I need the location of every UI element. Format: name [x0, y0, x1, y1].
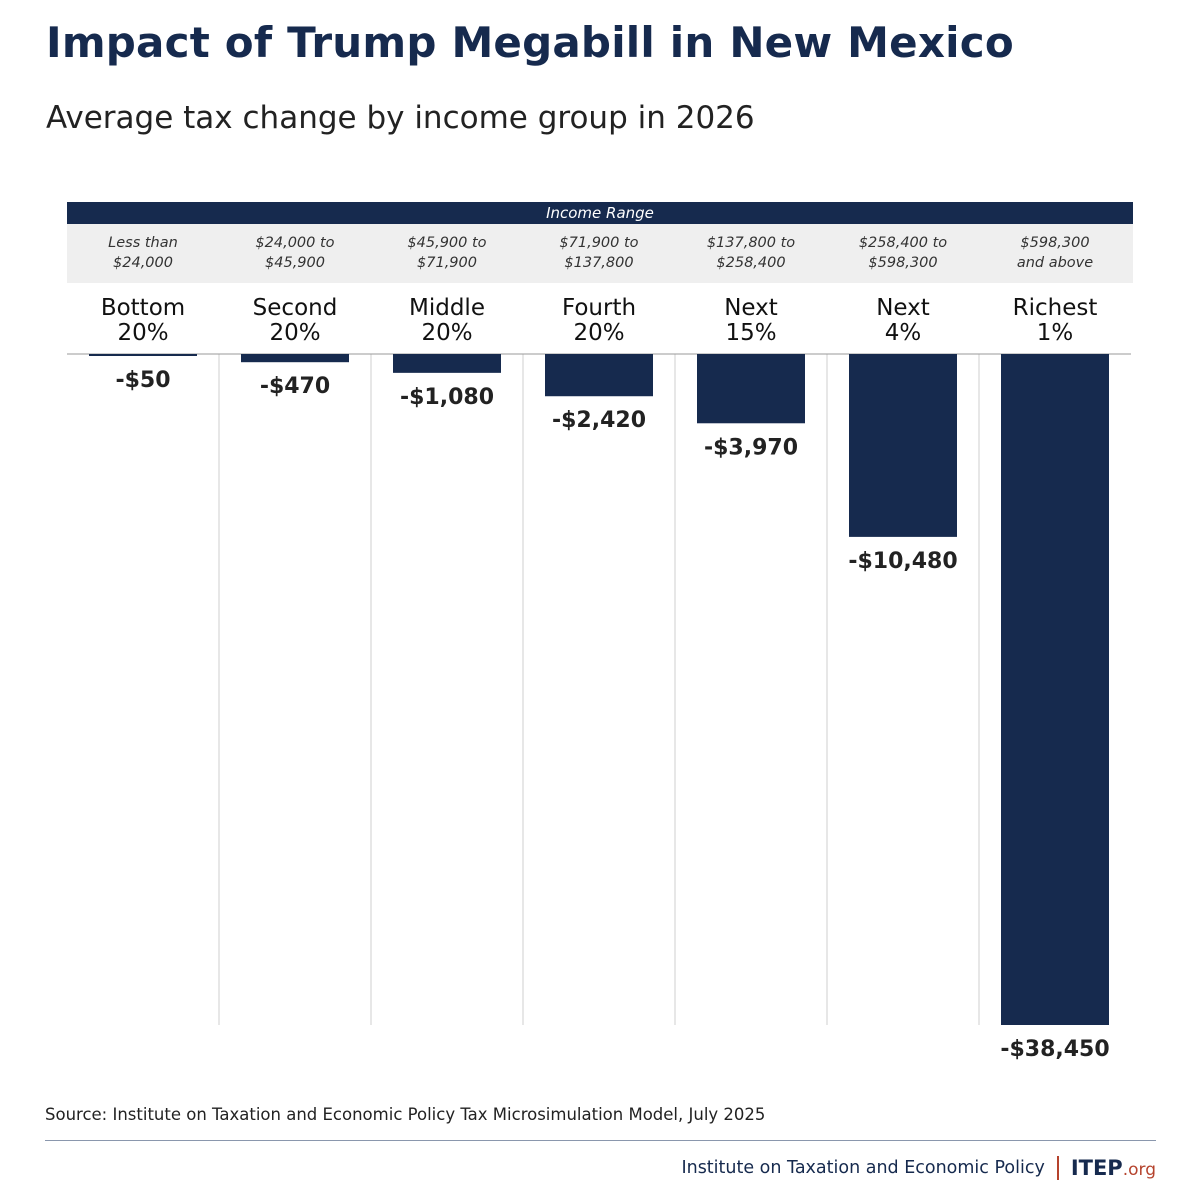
group-label-line2: 20% — [421, 320, 473, 346]
bar-value-label: -$1,080 — [400, 385, 494, 410]
group-label-line1: Next — [724, 295, 778, 321]
group-label-middle-20: Middle 20% — [371, 296, 523, 346]
logo-main: ITEP — [1070, 1156, 1123, 1180]
group-label-line1: Fourth — [561, 295, 637, 321]
logo-org: .org — [1122, 1160, 1156, 1180]
income-range-heading: Income Range — [67, 202, 1133, 224]
group-label-line2: 4% — [884, 320, 922, 346]
footer-divider — [45, 1140, 1156, 1141]
bar-4 — [697, 354, 805, 424]
group-label-line1: Bottom — [100, 295, 186, 321]
bar-value-label: -$38,450 — [1000, 1037, 1109, 1062]
group-label-line2: 20% — [573, 320, 625, 346]
group-label-next-15: Next 15% — [675, 296, 827, 346]
income-range-richest-1: $598,300 and above — [1016, 235, 1094, 271]
source-note: Source: Institute on Taxation and Econom… — [45, 1105, 766, 1124]
group-label-line1: Richest — [1012, 295, 1098, 321]
income-range-middle-20: $45,900 to $71,900 — [407, 235, 487, 271]
income-range-second-20: $24,000 to $45,900 — [255, 235, 335, 271]
group-label-richest-1: Richest 1% — [979, 296, 1131, 346]
bar-6 — [1001, 354, 1109, 1025]
chart-subtitle: Average tax change by income group in 20… — [46, 100, 755, 136]
footer-separator — [1056, 1156, 1059, 1180]
bar-5 — [849, 354, 957, 537]
bar-0 — [89, 354, 197, 356]
income-range-next-4: $258,400 to $598,300 — [858, 235, 948, 271]
income-range-row: Less than $24,000 $24,000 to $45,900 $45… — [67, 224, 1133, 283]
group-label-next-4: Next 4% — [827, 296, 979, 346]
footer: Institute on Taxation and Economic Polic… — [681, 1153, 1156, 1183]
bar-3 — [545, 354, 653, 397]
chart-title: Impact of Trump Megabill in New Mexico — [46, 18, 1014, 67]
bar-value-label: -$10,480 — [848, 549, 957, 574]
group-label-line2: 15% — [725, 320, 777, 346]
footer-org-name: Institute on Taxation and Economic Polic… — [681, 1158, 1045, 1178]
group-label-second-20: Second 20% — [219, 296, 371, 346]
bar-2 — [393, 354, 501, 373]
bar-value-label: -$50 — [115, 368, 170, 393]
bar-value-label: -$2,420 — [552, 408, 646, 433]
bar-1 — [241, 354, 349, 363]
bar-value-label: -$470 — [260, 374, 330, 399]
itep-logo: ITEP .org — [1071, 1156, 1156, 1180]
group-label-line1: Middle — [409, 295, 485, 321]
income-range-next-15: $137,800 to $258,400 — [706, 235, 796, 271]
group-label-line2: 20% — [269, 320, 321, 346]
group-label-fourth-20: Fourth 20% — [523, 296, 675, 346]
group-label-line2: 1% — [1036, 320, 1074, 346]
group-label-bottom-20: Bottom 20% — [67, 296, 219, 346]
group-label-line1: Second — [252, 295, 338, 321]
income-range-bottom-20: Less than $24,000 — [108, 235, 178, 271]
group-label-line1: Next — [876, 295, 930, 321]
income-range-fourth-20: $71,900 to $137,800 — [559, 235, 639, 271]
group-label-line2: 20% — [117, 320, 169, 346]
bar-value-label: -$3,970 — [704, 435, 798, 460]
